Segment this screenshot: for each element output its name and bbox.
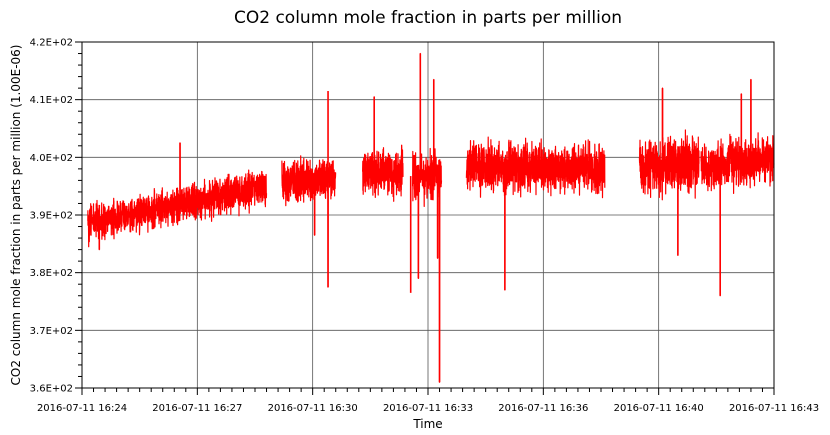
y-tick-label: 4.0E+02: [30, 153, 73, 164]
y-axis-ticks: 3.6E+02 3.7E+02 3.8E+02 3.9E+02 4.0E+02 4.1E+…: [30, 38, 82, 395]
chart-title: CO2 column mole fraction in parts per mi…: [234, 8, 622, 28]
series-segment: [700, 78, 775, 297]
y-tick-label: 3.8E+02: [30, 268, 73, 279]
y-tick-label: 4.2E+02: [30, 38, 73, 49]
x-tick-label: 2016-07-11 16:27: [152, 403, 242, 414]
series-segment: [87, 142, 268, 251]
x-tick-label: 2016-07-11 16:43: [729, 403, 819, 414]
y-tick-label: 3.6E+02: [30, 384, 73, 395]
x-axis-ticks: 2016-07-11 16:24 2016-07-11 16:27 2016-07-…: [37, 388, 819, 414]
plot-area-frame: [81, 41, 775, 389]
y-tick-label: 3.7E+02: [30, 326, 73, 337]
series-co2-line: [87, 52, 775, 383]
x-tick-label: 2016-07-11 16:30: [268, 403, 358, 414]
x-tick-label: 2016-07-11 16:36: [498, 403, 588, 414]
x-axis-label: Time: [412, 417, 442, 431]
series-segment: [412, 52, 443, 383]
y-tick-label: 4.1E+02: [30, 95, 73, 106]
y-tick-label: 3.9E+02: [30, 211, 73, 222]
series-segment: [465, 136, 606, 291]
series-segment: [281, 155, 337, 288]
series-segment: [362, 96, 404, 202]
x-tick-label: 2016-07-11 16:24: [37, 403, 127, 414]
y-axis-label: CO2 column mole fraction in parts per mi…: [9, 45, 23, 386]
grid-lines: [81, 41, 775, 389]
x-tick-label: 2016-07-11 16:33: [383, 403, 473, 414]
x-tick-label: 2016-07-11 16:40: [614, 403, 704, 414]
series-segment: [638, 87, 700, 256]
